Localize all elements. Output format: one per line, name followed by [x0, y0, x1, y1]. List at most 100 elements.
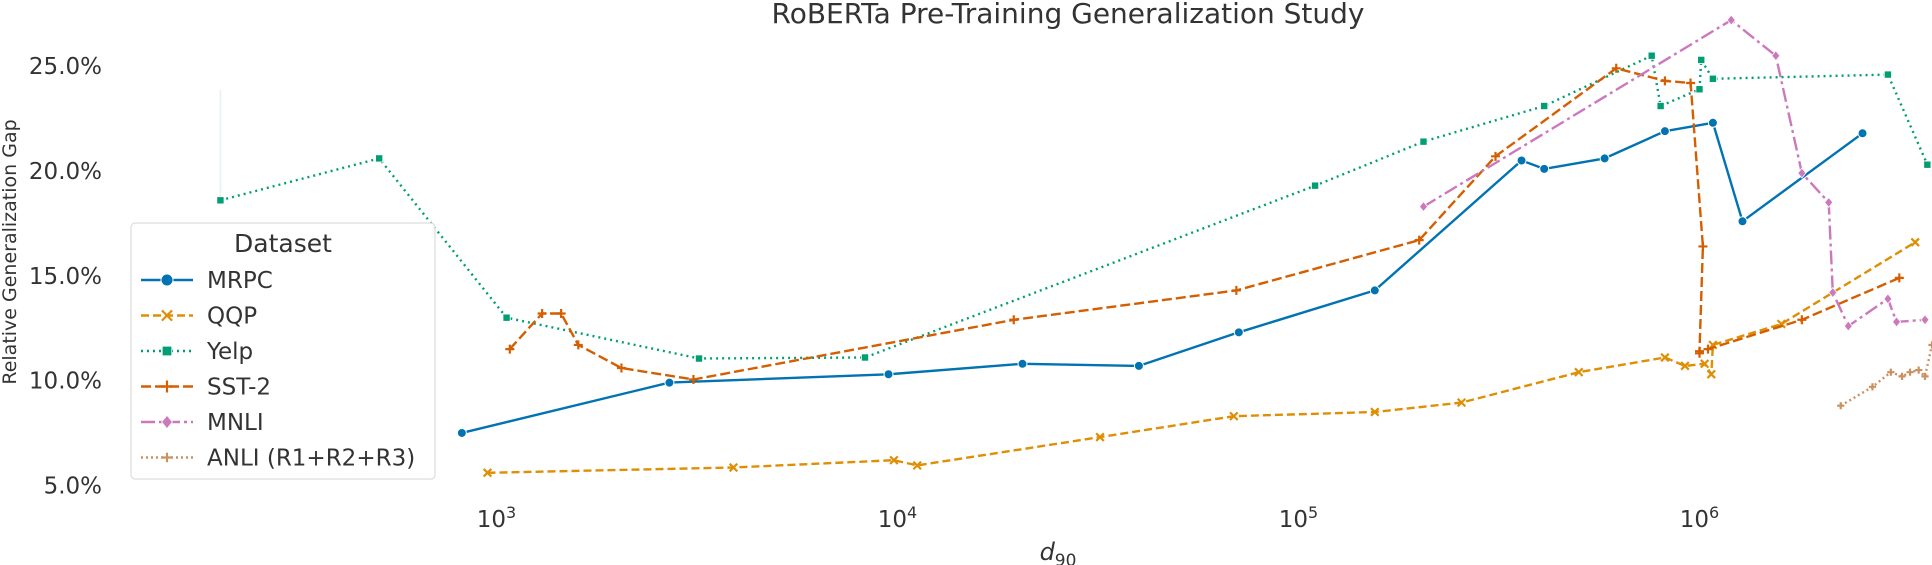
data-point	[456, 427, 467, 438]
data-point	[1915, 366, 1923, 374]
data-point	[556, 308, 566, 318]
data-point	[1009, 315, 1019, 325]
data-point	[1231, 285, 1241, 295]
series-line	[508, 67, 1900, 381]
data-point	[1891, 316, 1902, 328]
data-point	[695, 354, 704, 363]
legend-item: SST-2	[141, 375, 271, 401]
data-point	[1695, 85, 1704, 94]
data-point	[502, 313, 511, 322]
data-point	[1828, 286, 1838, 299]
data-point	[1694, 348, 1704, 358]
data-point	[1456, 397, 1467, 408]
legend-item: QQP	[141, 304, 257, 330]
legend-item: Yelp	[141, 339, 253, 365]
data-point	[537, 308, 547, 318]
data-point	[1686, 78, 1696, 88]
chart-title: RoBERTa Pre-Training Generalization Stud…	[772, 0, 1365, 30]
data-point	[1737, 216, 1748, 227]
legend-swatch-marker	[162, 452, 172, 463]
data-point	[375, 154, 384, 163]
legend-label: ANLI (R1+R2+R3)	[207, 446, 415, 472]
x-tick-label: 106	[1680, 503, 1719, 533]
data-point	[505, 344, 515, 354]
y-tick-label: 25.0%	[29, 54, 102, 80]
data-point	[1680, 361, 1690, 371]
data-point	[883, 369, 894, 380]
y-tick-label: 20.0%	[29, 159, 102, 185]
data-point	[1659, 126, 1670, 137]
data-point	[1921, 372, 1929, 380]
data-point	[1857, 128, 1868, 139]
plot-area	[216, 14, 1932, 478]
x-axis-ticks: 103 104 105 106	[477, 503, 1720, 533]
data-point	[1491, 151, 1501, 161]
data-point	[664, 377, 675, 388]
data-point	[1910, 237, 1920, 247]
data-point	[1418, 201, 1429, 213]
data-point	[1095, 432, 1105, 442]
data-point	[616, 363, 626, 373]
data-point	[1516, 155, 1527, 166]
data-point	[860, 353, 869, 362]
x-tick-label: 103	[477, 503, 516, 533]
data-point	[1771, 50, 1781, 62]
series-mnli	[1418, 14, 1930, 332]
data-point	[1883, 293, 1893, 305]
legend-label: MRPC	[207, 268, 273, 294]
legend-swatch-marker	[161, 309, 173, 322]
y-axis-ticks: 5.0% 10.0% 15.0% 20.0% 25.0%	[29, 54, 102, 499]
x-axis-label: d90	[1040, 538, 1077, 565]
legend-items: MRPC QQP Yelp SST-2 MNLI ANLI (R1+R2+R3)	[141, 268, 415, 472]
data-point	[1706, 369, 1716, 379]
legend-label: SST-2	[207, 375, 271, 401]
legend-swatch-marker	[161, 414, 173, 430]
data-point	[1700, 359, 1710, 369]
series-mrpc	[456, 117, 1868, 438]
data-point	[1574, 367, 1584, 377]
legend-label: Yelp	[206, 339, 253, 365]
data-point	[1611, 63, 1621, 73]
data-point	[1697, 55, 1706, 64]
data-point	[1707, 117, 1718, 128]
data-point	[1656, 102, 1665, 111]
data-point	[1133, 360, 1144, 371]
legend-label: QQP	[207, 304, 257, 330]
series-anli-r1-r2-r3	[1837, 341, 1932, 410]
data-point	[912, 460, 922, 471]
data-point	[1017, 358, 1028, 369]
data-point	[1229, 411, 1239, 421]
x-tick-label: 105	[1279, 503, 1318, 533]
data-point	[1894, 273, 1904, 283]
data-point	[1824, 196, 1834, 208]
data-point	[1370, 407, 1380, 417]
legend-item: ANLI (R1+R2+R3)	[141, 446, 415, 472]
y-axis-label: Relative Generalization Gap	[0, 119, 21, 384]
legend-box	[130, 222, 436, 480]
data-point	[1898, 372, 1906, 380]
data-point	[1369, 285, 1380, 296]
data-point	[728, 462, 739, 473]
series-line	[487, 241, 1916, 474]
data-point	[1414, 235, 1424, 245]
data-point	[688, 375, 698, 384]
data-point	[1797, 167, 1807, 179]
data-point	[1797, 315, 1807, 325]
data-point	[573, 340, 583, 350]
data-point	[1928, 341, 1932, 349]
data-point	[1660, 352, 1670, 363]
data-point	[1887, 368, 1895, 376]
data-point	[1539, 163, 1550, 174]
data-point	[1660, 76, 1670, 86]
y-tick-label: 15.0%	[29, 264, 102, 290]
series-line	[1422, 18, 1926, 328]
data-point	[1311, 181, 1320, 190]
series-qqp	[482, 237, 1920, 478]
data-point	[216, 196, 225, 205]
legend-label: MNLI	[207, 410, 264, 436]
legend: Dataset MRPC QQP Yelp SST-2 MNLI ANLI (R1+R2+…	[130, 222, 436, 480]
data-point	[1540, 102, 1549, 111]
data-point	[482, 468, 493, 478]
series-line	[1840, 344, 1932, 407]
